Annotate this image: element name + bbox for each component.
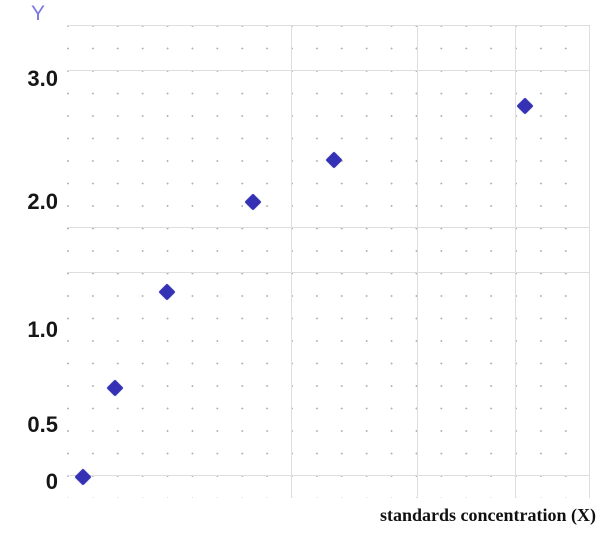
grid-line xyxy=(67,25,590,26)
grid-line xyxy=(67,475,590,476)
y-tick-label: 3.0 xyxy=(27,66,58,91)
y-tick-label: 0.5 xyxy=(27,412,58,437)
data-point-marker xyxy=(74,468,92,486)
y-tick-labels: 3.0 2.0 1.0 0.5 0 xyxy=(0,0,58,538)
data-point-marker xyxy=(325,151,343,169)
data-point-marker xyxy=(158,283,176,301)
grid-line xyxy=(417,25,418,498)
grid-line xyxy=(67,227,590,228)
grid-line xyxy=(291,25,292,498)
y-tick-label: 0 xyxy=(45,469,58,494)
y-axis-title: Y xyxy=(31,2,46,25)
data-point-marker xyxy=(244,193,262,211)
data-point-marker xyxy=(516,97,534,115)
data-point-marker xyxy=(106,379,124,397)
x-axis-label: standards concentration (X) xyxy=(380,505,596,525)
y-tick-label: 2.0 xyxy=(27,189,58,214)
plot-area xyxy=(67,25,590,498)
grid-line xyxy=(515,25,516,498)
grid-line xyxy=(67,70,590,71)
grid-line xyxy=(67,272,590,273)
grid-line xyxy=(589,25,590,498)
y-tick-label: 1.0 xyxy=(27,317,58,342)
